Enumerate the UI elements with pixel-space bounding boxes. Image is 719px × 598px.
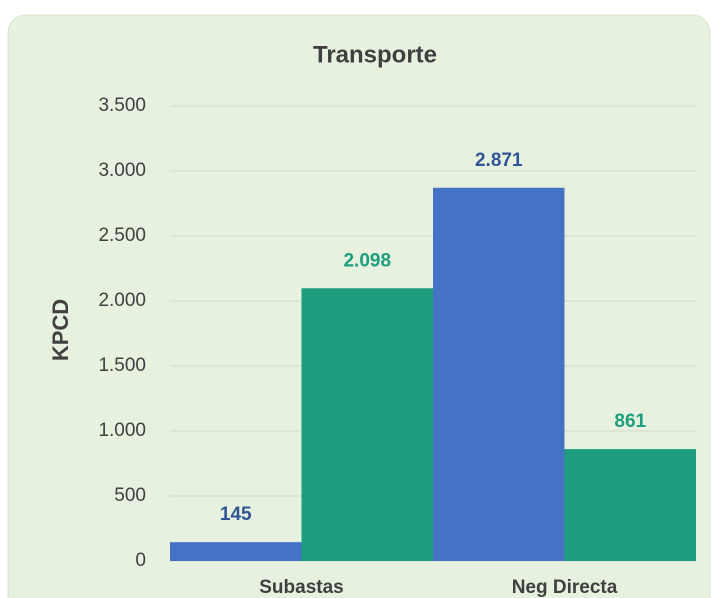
y-axis-label: KPCD	[48, 299, 73, 361]
y-tick-label: 500	[114, 485, 146, 506]
y-tick-label: 2.500	[98, 225, 146, 246]
chart-title: Transporte	[313, 41, 437, 68]
data-label: 861	[614, 411, 646, 432]
data-label: 145	[220, 504, 252, 525]
bar	[433, 187, 565, 561]
y-tick-label: 2.000	[98, 290, 146, 311]
bar	[170, 542, 302, 561]
y-tick-label: 3.500	[98, 95, 146, 116]
bar	[564, 449, 696, 561]
y-tick-label: 0	[135, 550, 146, 571]
data-label: 2.098	[343, 250, 391, 271]
bar	[301, 288, 433, 561]
y-tick-label: 1.500	[98, 355, 146, 376]
y-tick-label: 1.000	[98, 420, 146, 441]
y-tick-label: 3.000	[98, 160, 146, 181]
x-tick-label: Neg Directa	[512, 577, 618, 598]
x-tick-label: Subastas	[259, 577, 343, 598]
data-label: 2.871	[475, 150, 523, 171]
